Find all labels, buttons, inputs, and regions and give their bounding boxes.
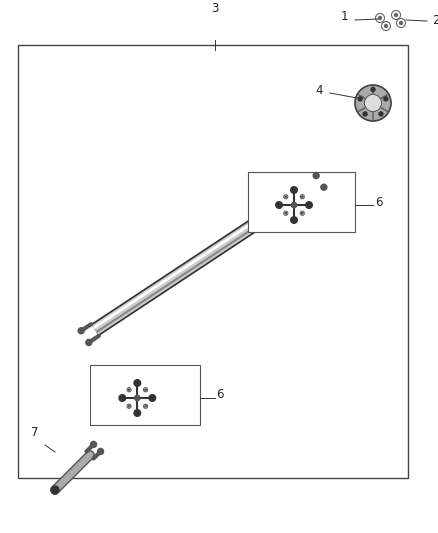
Circle shape [291, 203, 297, 208]
Circle shape [313, 173, 319, 179]
Circle shape [358, 97, 362, 101]
Circle shape [379, 112, 383, 116]
Circle shape [371, 87, 375, 92]
Circle shape [128, 406, 130, 407]
Circle shape [276, 201, 283, 208]
Circle shape [78, 328, 84, 334]
Circle shape [149, 395, 155, 401]
Text: 2: 2 [432, 13, 438, 27]
Text: 4: 4 [315, 84, 323, 96]
Circle shape [306, 201, 312, 208]
Text: 7: 7 [31, 425, 38, 439]
Circle shape [384, 97, 388, 101]
Circle shape [301, 196, 303, 198]
Circle shape [128, 389, 130, 391]
Circle shape [51, 486, 59, 494]
Text: 1: 1 [340, 11, 348, 23]
Circle shape [363, 112, 367, 116]
Circle shape [285, 196, 286, 198]
Circle shape [355, 85, 391, 121]
Text: 6: 6 [216, 389, 223, 401]
Circle shape [378, 17, 381, 20]
Bar [248, 172, 355, 232]
Text: 5: 5 [169, 370, 176, 380]
Text: 3: 3 [211, 2, 219, 14]
Circle shape [134, 410, 141, 416]
Circle shape [119, 395, 126, 401]
Circle shape [145, 389, 146, 391]
Circle shape [385, 25, 388, 28]
Circle shape [364, 94, 381, 111]
Circle shape [98, 448, 104, 455]
Circle shape [321, 184, 327, 190]
Circle shape [145, 406, 146, 407]
Circle shape [91, 441, 96, 447]
Circle shape [285, 213, 286, 214]
Circle shape [399, 21, 403, 25]
Text: 5: 5 [325, 177, 332, 187]
Circle shape [134, 395, 140, 401]
Circle shape [395, 13, 398, 17]
Bar [90, 365, 200, 425]
Circle shape [291, 217, 297, 223]
Circle shape [134, 379, 141, 386]
Circle shape [86, 340, 92, 345]
Circle shape [291, 187, 297, 193]
Bar [18, 45, 408, 478]
Text: 6: 6 [375, 196, 382, 208]
Circle shape [301, 213, 303, 214]
